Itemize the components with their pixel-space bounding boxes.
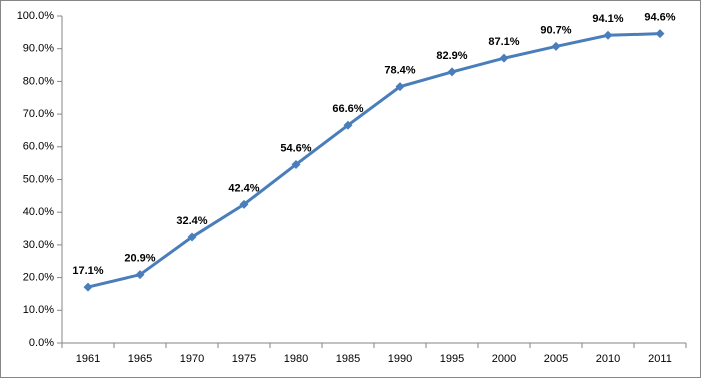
data-label: 78.4% xyxy=(384,65,415,77)
y-tick-label: 70.0% xyxy=(23,108,54,120)
x-tick-label: 2005 xyxy=(544,353,568,365)
x-tick-label: 2011 xyxy=(648,353,672,365)
data-label: 87.1% xyxy=(488,36,519,48)
x-tick-label: 2010 xyxy=(596,353,620,365)
point-marker xyxy=(655,29,665,39)
y-tick-label: 20.0% xyxy=(23,272,54,284)
x-tick-label: 1975 xyxy=(232,353,256,365)
point-marker xyxy=(499,53,509,63)
data-label: 66.6% xyxy=(332,103,363,115)
y-tick-label: 60.0% xyxy=(23,141,54,153)
data-label: 54.6% xyxy=(280,142,311,154)
y-tick-label: 80.0% xyxy=(23,75,54,87)
data-label: 20.9% xyxy=(124,253,155,265)
data-label: 32.4% xyxy=(176,215,207,227)
point-marker xyxy=(447,67,457,77)
point-marker xyxy=(343,120,353,130)
point-marker xyxy=(551,41,561,51)
point-marker xyxy=(83,282,93,292)
x-tick-label: 1985 xyxy=(336,353,360,365)
point-marker xyxy=(187,232,197,242)
data-label: 82.9% xyxy=(436,50,467,62)
y-tick-label: 10.0% xyxy=(23,304,54,316)
data-label: 17.1% xyxy=(72,265,103,277)
point-marker xyxy=(135,270,145,280)
data-label: 90.7% xyxy=(540,24,571,36)
x-tick-label: 1961 xyxy=(76,353,100,365)
data-label: 94.6% xyxy=(644,12,675,24)
series-line xyxy=(87,32,661,289)
point-marker xyxy=(603,30,613,40)
x-tick-label: 1995 xyxy=(440,353,464,365)
x-tick-label: 1980 xyxy=(284,353,308,365)
point-marker xyxy=(291,159,301,169)
x-tick-label: 1965 xyxy=(128,353,152,365)
y-tick-label: 40.0% xyxy=(23,206,54,218)
y-tick-label: 100.0% xyxy=(17,10,55,22)
x-tick-label: 2000 xyxy=(492,353,516,365)
point-marker xyxy=(395,82,405,92)
data-label: 42.4% xyxy=(228,182,259,194)
x-tick-label: 1970 xyxy=(180,353,204,365)
x-tick-label: 1990 xyxy=(388,353,412,365)
data-label: 94.1% xyxy=(592,13,623,25)
y-tick-label: 0.0% xyxy=(29,337,54,349)
point-marker xyxy=(239,199,249,209)
y-tick-label: 30.0% xyxy=(23,239,54,251)
y-tick-label: 90.0% xyxy=(23,43,54,55)
y-tick-label: 50.0% xyxy=(23,173,54,185)
